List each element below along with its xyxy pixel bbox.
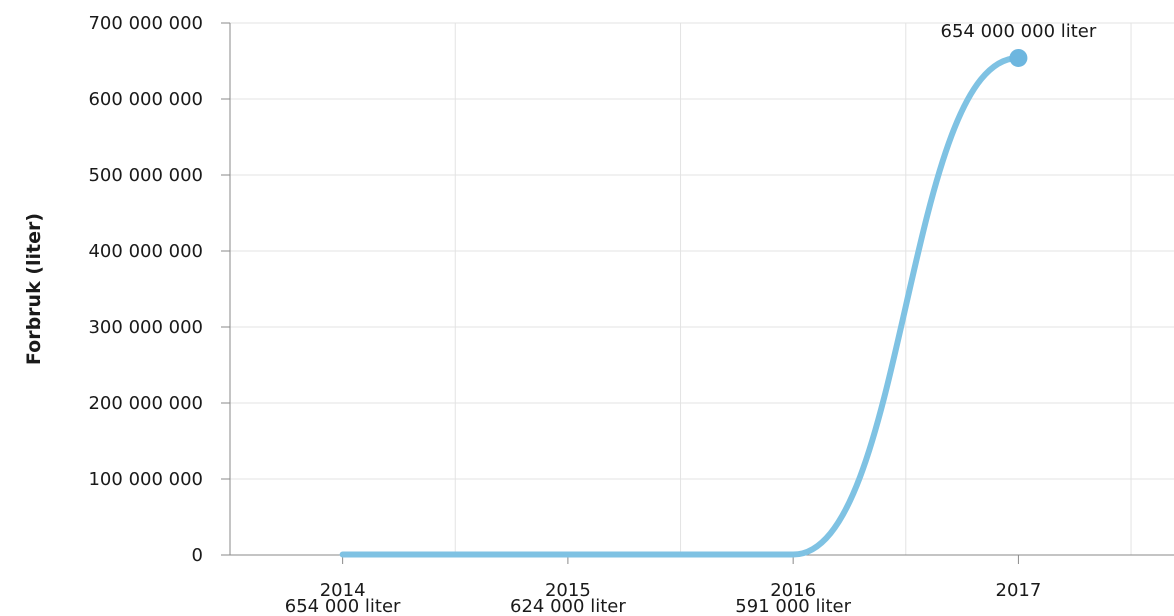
y-tick-label: 700 000 000 (88, 13, 203, 34)
grid-lines (230, 22, 1174, 555)
x-tick-labels: 2014 2015 2016 2017 (320, 580, 1042, 601)
x-tick-label: 2016 (770, 580, 816, 601)
data-label: 591 000 liter (735, 596, 851, 616)
y-tick-label: 600 000 000 (88, 89, 203, 110)
x-tick-label: 2015 (545, 580, 591, 601)
y-tick-label: 500 000 000 (88, 165, 203, 186)
data-labels: 654 000 liter 624 000 liter 591 000 liter 6… (285, 21, 1097, 616)
y-tick-labels: 0 100 000 000 200 000 000 300 000 000 400 00… (88, 13, 203, 566)
y-tick-label: 0 (192, 545, 203, 566)
x-tick-label: 2017 (996, 580, 1042, 601)
data-label: 624 000 liter (510, 596, 626, 616)
x-tick-label: 2014 (320, 580, 366, 601)
y-tick-label: 300 000 000 (88, 317, 203, 338)
y-tick-label: 100 000 000 (88, 469, 203, 490)
data-points (1009, 48, 1028, 67)
series-line (339, 54, 1022, 558)
y-tick-label: 200 000 000 (88, 393, 203, 414)
axes (221, 22, 1174, 564)
series-line-group (339, 54, 1022, 558)
data-point (1009, 48, 1028, 67)
y-axis-title: Forbruk (liter) (23, 213, 45, 365)
data-label: 654 000 liter (285, 596, 401, 616)
data-label: 654 000 000 liter (941, 21, 1097, 42)
y-tick-label: 400 000 000 (88, 241, 203, 262)
